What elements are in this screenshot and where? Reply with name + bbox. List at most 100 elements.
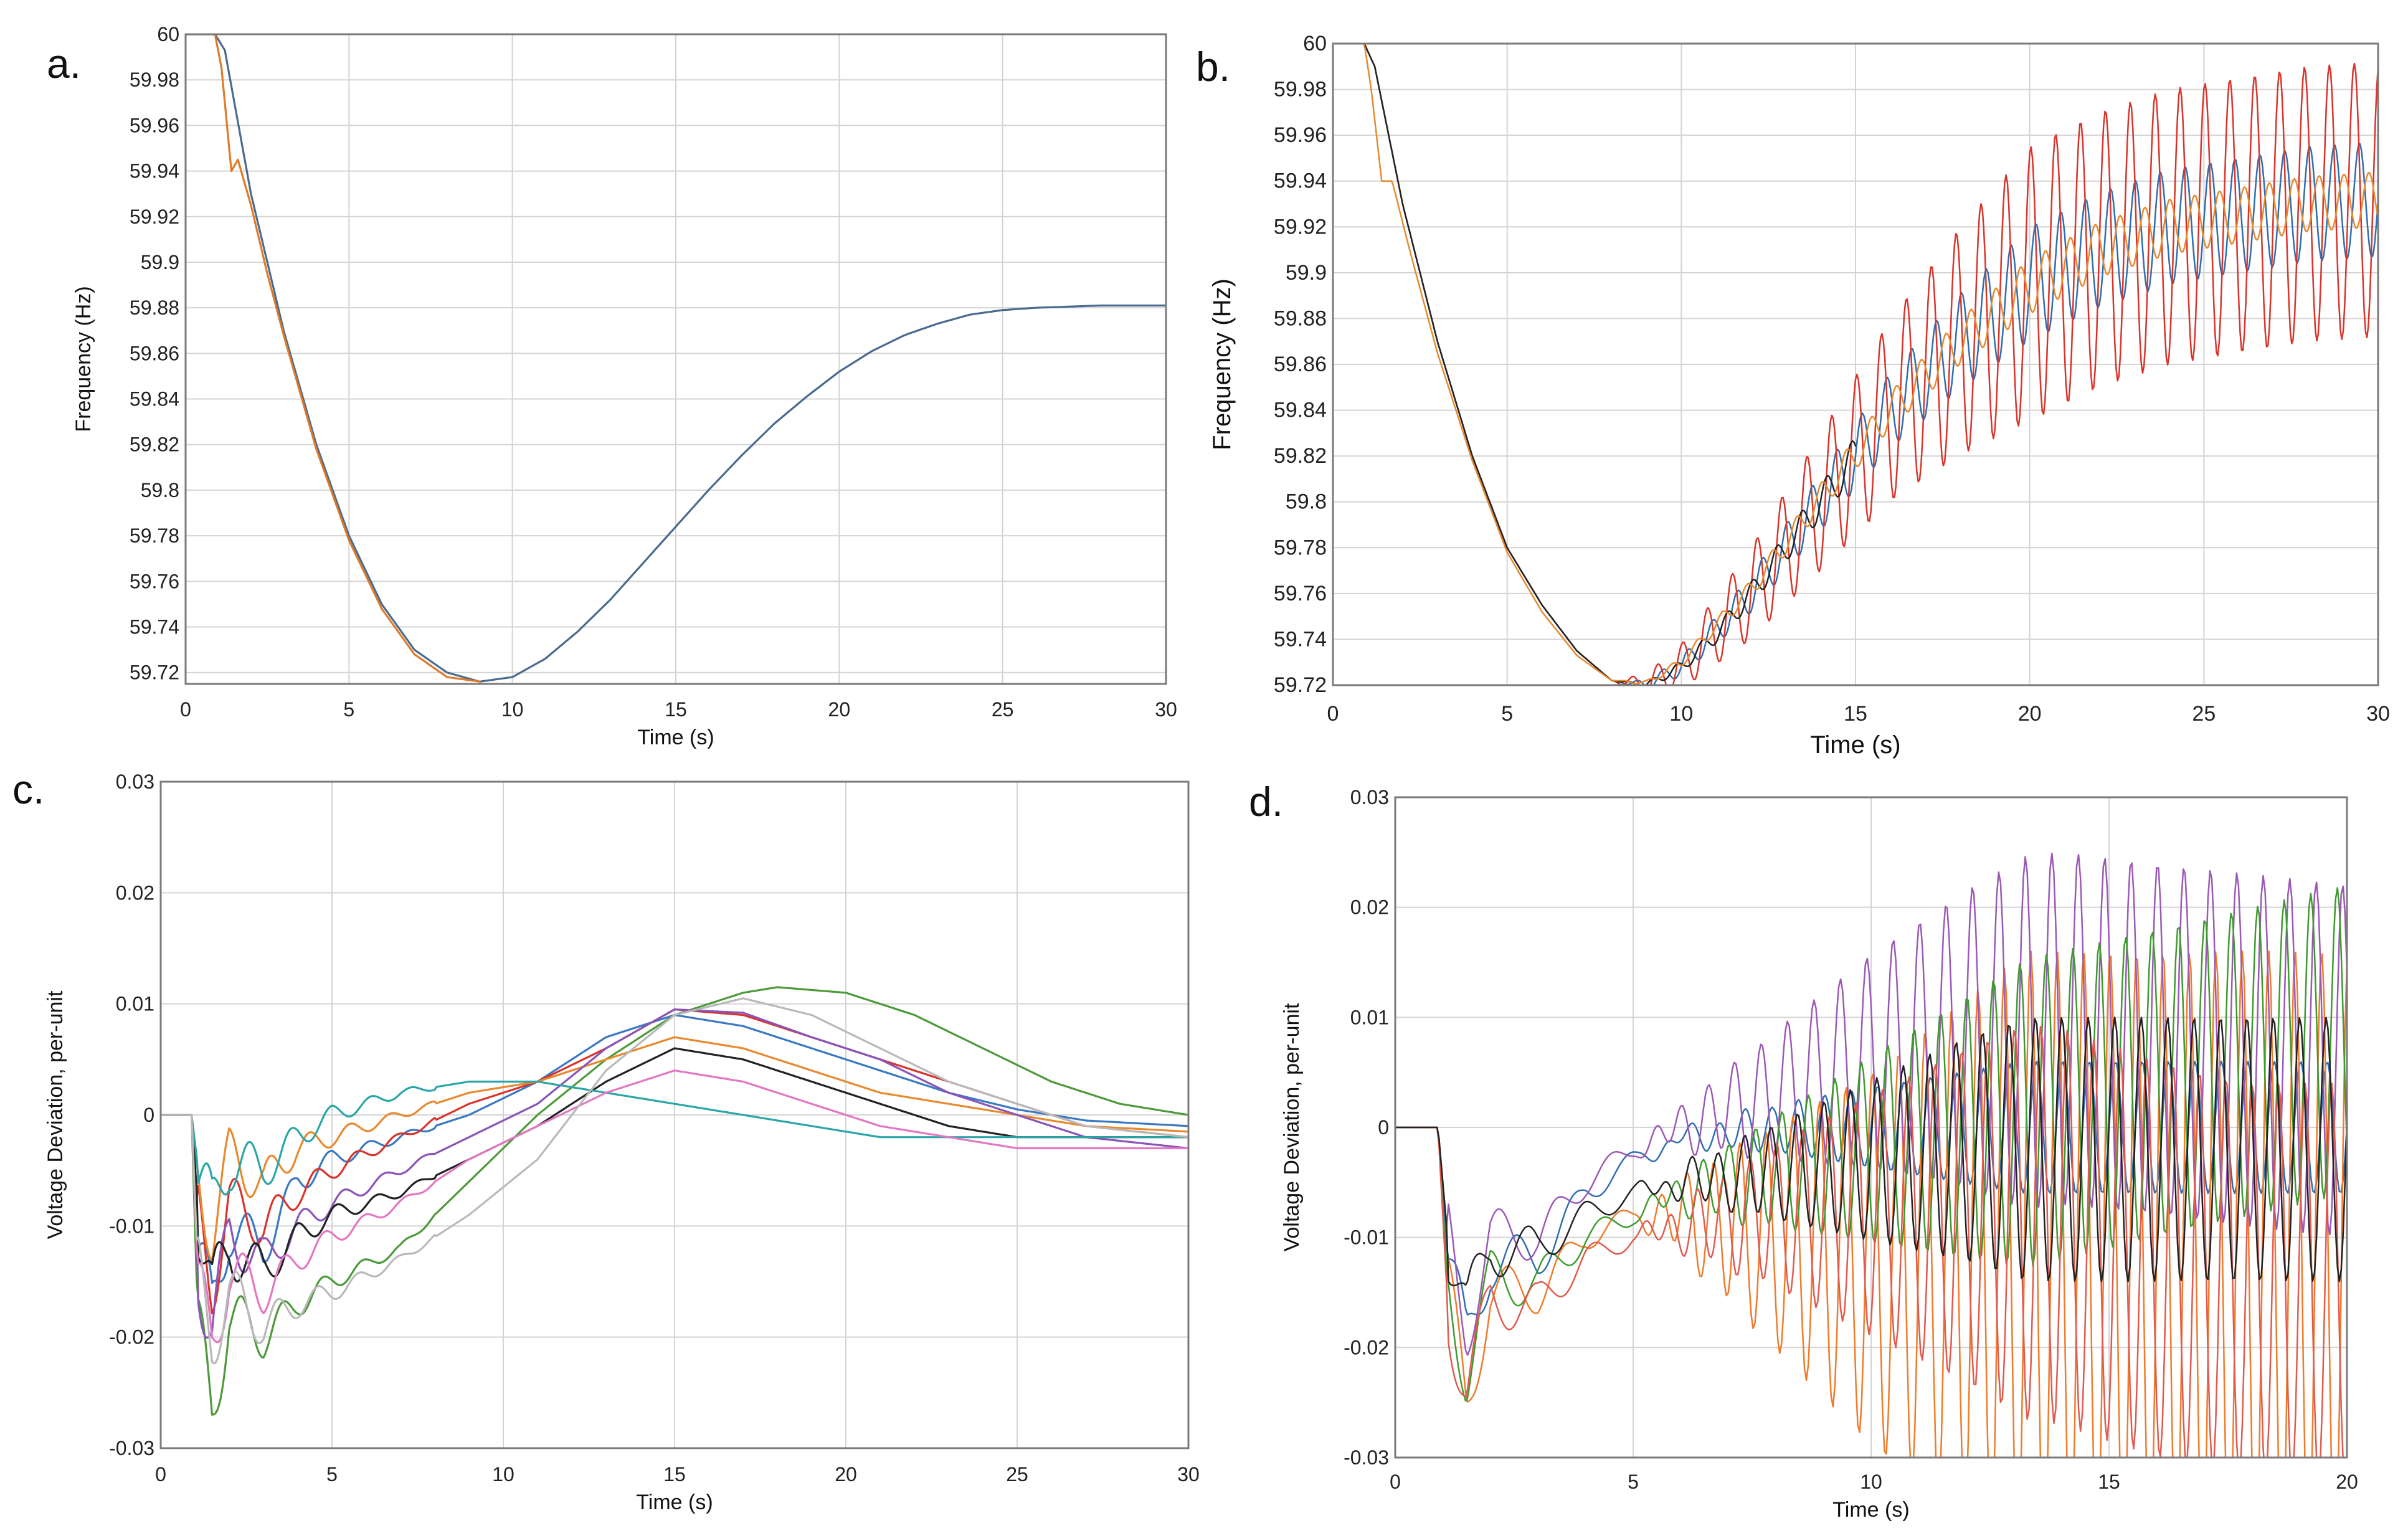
series-line <box>161 1008 1188 1339</box>
y-tick-label: 59.98 <box>130 69 179 91</box>
x-tick-label: 25 <box>2192 702 2216 726</box>
y-tick-label: -0.03 <box>1344 1446 1389 1469</box>
y-tick-label: 0 <box>143 1104 154 1126</box>
y-tick-label: 59.76 <box>130 570 179 592</box>
chart-panel-3: 0 5 10 15 20 25 30 0.03 0.02 0.01 0 -0.01 -0.02 -0.03… <box>12 766 1200 1514</box>
y-tick-label: 59.72 <box>1274 673 1327 697</box>
series-group <box>186 34 1166 683</box>
x-axis-label: Time (s) <box>1810 731 1900 759</box>
x-tick-label: 20 <box>828 698 851 721</box>
plot-frame <box>159 780 1190 1449</box>
y-axis-label: Frequency (Hz) <box>72 286 95 432</box>
x-tick-label: 15 <box>665 698 687 721</box>
panel-label: a. <box>47 40 81 87</box>
y-tick-label: 59.72 <box>130 661 179 684</box>
series-line <box>1333 44 2378 685</box>
y-tick-label: 59.92 <box>1274 215 1327 239</box>
series-line <box>1333 44 1857 685</box>
y-tick-label: 59.84 <box>1274 399 1327 422</box>
panel-label: d. <box>1249 779 1283 825</box>
y-tick-label: 0.01 <box>1350 1006 1389 1028</box>
y-tick-label: 0.01 <box>116 993 154 1015</box>
x-axis-label: Time (s) <box>636 1491 713 1514</box>
plot-frame <box>1394 796 2348 1459</box>
y-tick-label: 59.82 <box>1274 444 1327 468</box>
y-tick-label: 60 <box>157 23 179 45</box>
x-tick-label: 20 <box>2018 702 2042 726</box>
series-line <box>161 1080 1188 1196</box>
y-axis-label: Voltage Deviation, per-unit <box>1280 1003 1304 1251</box>
x-tick-label: 5 <box>1628 1471 1639 1493</box>
plot-frame <box>1332 42 2379 686</box>
y-tick-label: 59.98 <box>1274 78 1327 102</box>
y-tick-label: 59.8 <box>1286 490 1327 514</box>
x-tick-label: 15 <box>2098 1471 2120 1493</box>
panel-label: b. <box>1196 44 1230 90</box>
y-tick-label: 59.76 <box>1274 582 1327 605</box>
chart-panel-2: 0 5 10 15 20 25 30 60 59.98 59.96 59.94 59.92 59.9 59… <box>1196 32 2390 759</box>
series-line <box>161 1069 1188 1344</box>
y-tick-label: -0.01 <box>1344 1226 1389 1249</box>
x-axis-label: Time (s) <box>1832 1498 1909 1522</box>
x-tick-label: 5 <box>343 698 354 721</box>
y-tick-label: 60 <box>1303 32 1327 55</box>
chart-panel-1: 0 5 10 15 20 25 30 60 59.98 59.96 59.94 59.92 59.9 59… <box>47 23 1177 749</box>
panel-label: c. <box>12 766 44 812</box>
y-tick-label: -0.02 <box>1344 1336 1389 1358</box>
x-tick-label: 30 <box>1177 1463 1200 1486</box>
x-tick-label: 10 <box>1860 1471 1882 1493</box>
y-tick-label: -0.03 <box>109 1437 154 1459</box>
series-group <box>161 986 1188 1416</box>
plot-frame <box>184 33 1167 685</box>
y-tick-label: 59.96 <box>130 114 179 136</box>
y-tick-label: 59.8 <box>141 479 179 501</box>
y-tick-label: 59.86 <box>130 342 179 364</box>
y-tick-label: 59.86 <box>1274 353 1327 376</box>
y-tick-label: 59.78 <box>1274 536 1327 559</box>
x-tick-label: 25 <box>992 698 1014 721</box>
y-tick-label: 59.74 <box>130 616 179 638</box>
y-tick-label: 0.03 <box>116 770 154 793</box>
x-tick-label: 0 <box>1327 702 1339 726</box>
y-tick-label: 59.9 <box>1286 261 1327 285</box>
x-tick-label: 20 <box>835 1463 857 1486</box>
series-line <box>1395 1026 2347 1458</box>
y-tick-label: 59.88 <box>1274 306 1327 330</box>
x-axis-label: Time (s) <box>637 726 714 749</box>
x-tick-label: 20 <box>2336 1471 2358 1493</box>
series-line <box>186 34 1166 683</box>
y-tick-label: 0 <box>1378 1116 1389 1139</box>
x-tick-label: 5 <box>1501 702 1513 726</box>
x-tick-label: 15 <box>1844 702 1867 726</box>
x-tick-label: 10 <box>492 1463 514 1486</box>
y-tick-label: 59.9 <box>141 251 179 273</box>
y-tick-label: 0.03 <box>1350 786 1389 808</box>
series-line <box>161 997 1188 1365</box>
y-tick-label: -0.01 <box>109 1215 154 1237</box>
series-line <box>1395 1017 2347 1287</box>
y-tick-label: 0.02 <box>116 881 154 904</box>
chart-panel-4: 0 5 10 15 20 0.03 0.02 0.01 0 -0.01 -0.02 -0.03 Time… <box>1249 779 2358 1522</box>
x-tick-label: 10 <box>501 698 524 721</box>
series-group <box>1395 852 2347 1458</box>
y-tick-label: -0.02 <box>109 1326 154 1349</box>
x-tick-label: 30 <box>2366 702 2390 726</box>
y-tick-label: 59.74 <box>1274 627 1327 651</box>
y-axis-label: Frequency (Hz) <box>1208 278 1236 450</box>
y-tick-label: 59.92 <box>130 206 179 228</box>
series-line <box>1395 852 2347 1356</box>
y-tick-label: 59.78 <box>130 524 179 547</box>
y-tick-label: 59.96 <box>1274 123 1327 147</box>
y-tick-label: 0.02 <box>1350 896 1389 919</box>
x-tick-label: 0 <box>155 1463 166 1486</box>
y-tick-label: 59.94 <box>1274 169 1327 193</box>
x-tick-label: 10 <box>1669 702 1693 726</box>
x-tick-label: 30 <box>1155 698 1177 721</box>
y-tick-label: 59.84 <box>130 388 179 410</box>
x-tick-label: 0 <box>1390 1471 1401 1493</box>
x-tick-label: 25 <box>1006 1463 1028 1486</box>
y-tick-label: 59.94 <box>130 160 179 183</box>
x-tick-label: 0 <box>180 698 191 721</box>
x-tick-label: 5 <box>326 1463 338 1486</box>
